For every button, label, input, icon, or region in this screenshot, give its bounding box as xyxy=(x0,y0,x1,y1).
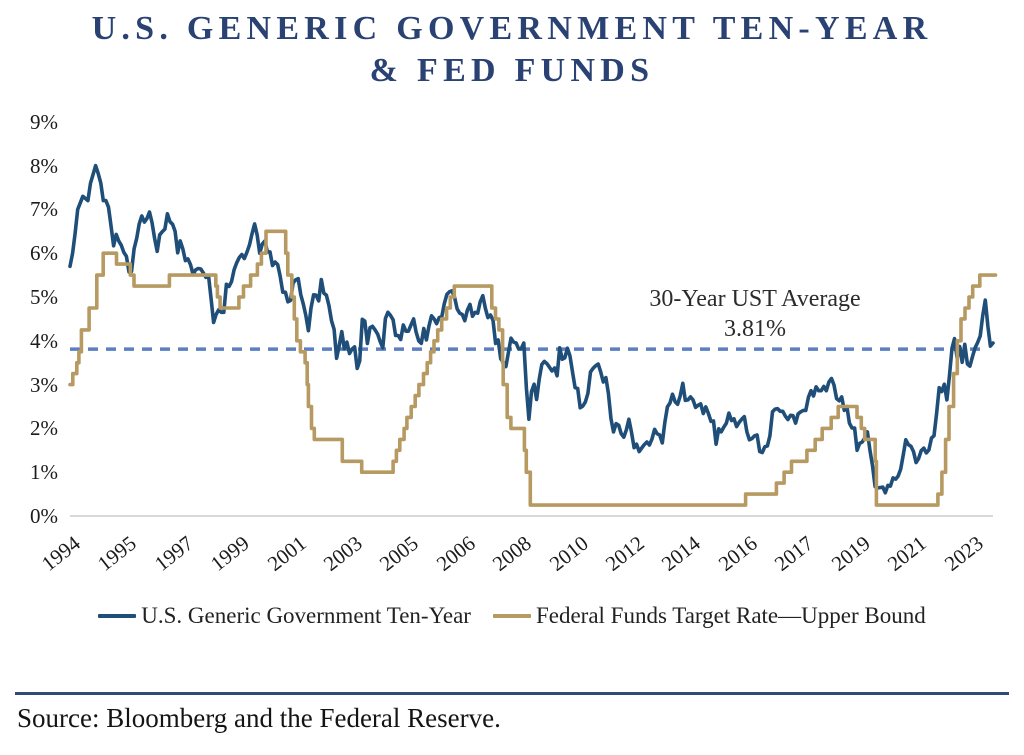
fed-funds-series-line xyxy=(68,229,998,507)
y-axis-tick-label: 4% xyxy=(30,328,58,353)
y-axis-tick-label: 9% xyxy=(30,109,58,134)
y-axis-tick-label: 6% xyxy=(30,241,58,266)
chart-title-line2: & FED FUNDS xyxy=(369,52,655,89)
y-axis-tick-label: 2% xyxy=(30,416,58,441)
bottom-rule xyxy=(15,692,1009,695)
legend-label: U.S. Generic Government Ten-Year xyxy=(141,603,471,628)
average-annotation-value: 3.81% xyxy=(724,316,786,342)
legend-line-swatch xyxy=(492,614,531,618)
y-axis-tick-label: 5% xyxy=(30,285,58,309)
y-axis-tick-label: 8% xyxy=(30,153,58,178)
legend: U.S. Generic Government Ten-Year Federal … xyxy=(0,603,1024,629)
y-axis-tick-label: 3% xyxy=(30,372,58,397)
legend-item: U.S. Generic Government Ten-Year xyxy=(98,603,471,629)
legend-line-swatch xyxy=(98,614,137,618)
y-axis-tick-label: 7% xyxy=(30,197,58,222)
y-axis-tick-label: 0% xyxy=(30,504,58,528)
average-annotation-label: 30-Year UST Average xyxy=(649,286,861,312)
legend-item: Federal Funds Target Rate—Upper Bound xyxy=(492,603,926,629)
average-annotation: 30-Year UST Average 3.81% xyxy=(595,284,915,344)
ten-year-series-line xyxy=(68,163,995,495)
chart-title-line1: U.S. GENERIC GOVERNMENT TEN-YEAR xyxy=(91,10,933,47)
legend-label: Federal Funds Target Rate—Upper Bound xyxy=(535,603,926,628)
y-axis-tick-label: 1% xyxy=(30,460,58,485)
source-note: Source: Bloomberg and the Federal Reserv… xyxy=(17,703,501,733)
